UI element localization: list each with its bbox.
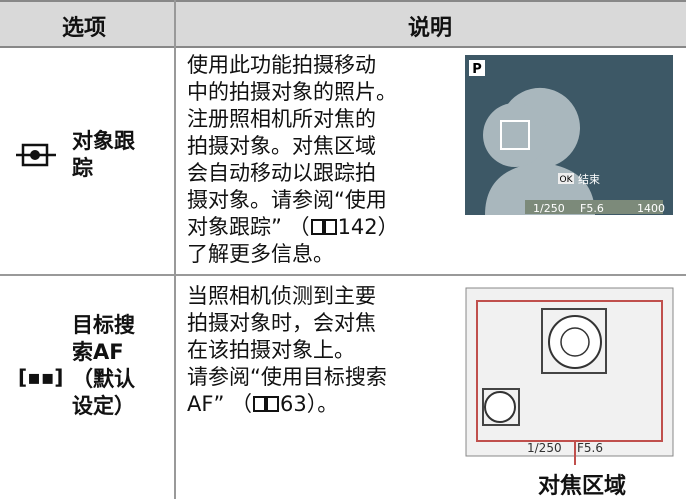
text: 对象跟踪” （ bbox=[187, 215, 310, 239]
text: AF” （ bbox=[187, 392, 252, 416]
text-line: AF” （ 63）。 bbox=[187, 391, 387, 418]
label-line: 踪 bbox=[72, 156, 93, 180]
text-line: 对象跟踪” （ 142） bbox=[187, 214, 399, 241]
shots: 1400 bbox=[637, 202, 665, 215]
shutter: 1/250 bbox=[527, 441, 562, 455]
option-label: 目标搜 索AF （默认 设定） bbox=[72, 312, 135, 420]
end: 结束 bbox=[578, 173, 600, 186]
target-finding-icon: [▪▪] bbox=[18, 365, 64, 389]
text-line: 摄对象。请参阅“使用 bbox=[187, 188, 387, 212]
row-divider bbox=[0, 274, 686, 276]
header-description: 说明 bbox=[408, 16, 453, 41]
label-line: 设定） bbox=[72, 394, 135, 418]
label-line: （默认 bbox=[72, 367, 135, 391]
text-line: 注册照相机所对焦的 bbox=[187, 107, 376, 131]
text-line: 中的拍摄对象的照片。 bbox=[187, 80, 397, 104]
text-line: 了解更多信息。 bbox=[187, 242, 334, 266]
text-line: 当照相机侦测到主要 bbox=[187, 284, 376, 308]
option-label: 对象跟 踪 bbox=[72, 128, 135, 182]
label-line: 索AF bbox=[72, 340, 124, 364]
label-line: 对象跟 bbox=[72, 129, 135, 153]
header-row bbox=[0, 0, 686, 48]
mode: P bbox=[472, 62, 482, 77]
column-divider bbox=[174, 0, 176, 499]
book-icon bbox=[310, 219, 337, 235]
aperture: F5.6 bbox=[577, 441, 603, 455]
ok: OK bbox=[560, 175, 574, 185]
text-line: 拍摄对象时，会对焦 bbox=[187, 311, 376, 335]
text-line: 拍摄对象。对焦区域 bbox=[187, 134, 376, 158]
text-line: 在该拍摄对象上。 bbox=[187, 338, 355, 362]
aperture: F5.6 bbox=[580, 202, 604, 215]
text-line: 请参阅“使用目标搜索 bbox=[187, 365, 387, 389]
label-line: 目标搜 bbox=[72, 313, 135, 337]
text-line: 使用此功能拍摄移动 bbox=[187, 53, 376, 77]
description: 使用此功能拍摄移动 中的拍摄对象的照片。 注册照相机所对焦的 拍摄对象。对焦区域… bbox=[187, 52, 399, 268]
header-option: 选项 bbox=[62, 16, 107, 41]
caption: 对焦区域 bbox=[538, 474, 627, 499]
target-tracking-icon bbox=[16, 143, 56, 167]
camera-screen: 1/250 F5.6 bbox=[465, 287, 674, 465]
text: 142） bbox=[337, 215, 399, 239]
shutter: 1/250 bbox=[533, 202, 565, 215]
description: 当照相机侦测到主要 拍摄对象时，会对焦 在该拍摄对象上。 请参阅“使用目标搜索 … bbox=[187, 283, 387, 418]
camera-screen: P OK 结束 1/250 F5.6 1400 bbox=[465, 55, 673, 215]
text-line: 会自动移动以跟踪拍 bbox=[187, 161, 376, 185]
text: 63）。 bbox=[280, 392, 339, 416]
book-icon bbox=[253, 396, 279, 412]
